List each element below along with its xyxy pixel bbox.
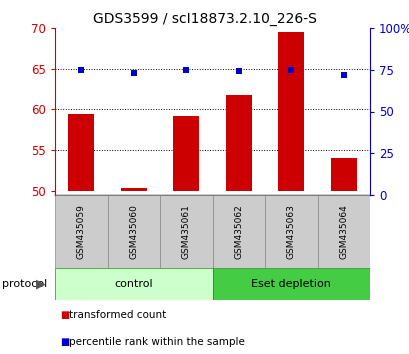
Bar (107, 195, 160, 268)
Bar (212, 195, 264, 268)
Bar (277, 32, 303, 191)
Text: transformed count: transformed count (69, 310, 166, 320)
Bar (173, 116, 199, 191)
Text: GDS3599 / scI18873.2.10_226-S: GDS3599 / scI18873.2.10_226-S (93, 12, 316, 27)
Text: GSM435062: GSM435062 (234, 204, 243, 259)
Bar (330, 158, 356, 191)
Bar (160, 195, 212, 268)
Bar (55, 195, 107, 268)
Bar (264, 195, 317, 268)
Text: control: control (114, 279, 153, 289)
Text: Eset depletion: Eset depletion (251, 279, 330, 289)
Bar (55, 268, 212, 300)
Bar (120, 188, 146, 191)
Bar (225, 95, 251, 191)
Text: GSM435061: GSM435061 (181, 204, 190, 259)
Bar (212, 268, 369, 300)
Text: ■: ■ (60, 337, 69, 347)
Text: GSM435064: GSM435064 (338, 204, 347, 259)
Bar (68, 114, 94, 191)
Bar (317, 195, 369, 268)
Text: GSM435059: GSM435059 (76, 204, 85, 259)
Text: GSM435063: GSM435063 (286, 204, 295, 259)
Text: ▶: ▶ (36, 278, 45, 291)
Text: ■: ■ (60, 310, 69, 320)
Text: protocol: protocol (2, 279, 47, 289)
Text: percentile rank within the sample: percentile rank within the sample (69, 337, 244, 347)
Text: GSM435060: GSM435060 (129, 204, 138, 259)
